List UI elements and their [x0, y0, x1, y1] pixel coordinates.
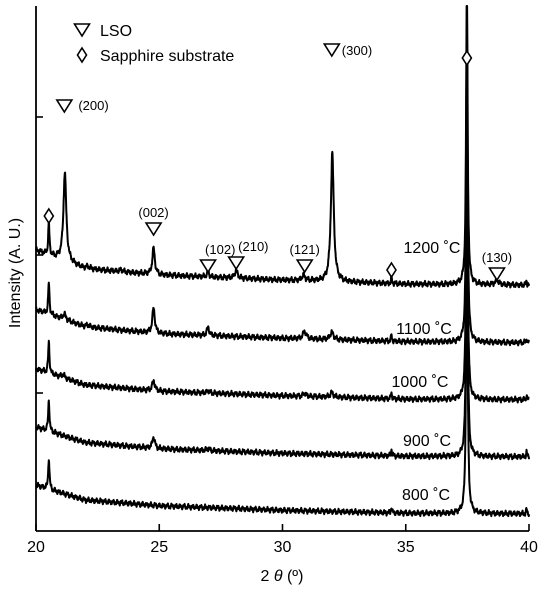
- peak-index-label: (200): [78, 98, 108, 113]
- lso-peak-marker: [55, 99, 74, 114]
- peak-index-label: (002): [138, 205, 168, 220]
- legend-label: Sapphire substrate: [100, 48, 234, 65]
- legend-label: LSO: [100, 23, 132, 40]
- substrate-peak-marker: [386, 261, 397, 279]
- peak-index-label: (121): [290, 242, 320, 257]
- peak-annotations: (200) (002) (102) (210) (121) (300) (130): [43, 43, 512, 282]
- series-line-900c: [35, 144, 530, 461]
- lso-peak-marker: [199, 259, 218, 274]
- x-ticks: 20 25 30 35 40: [27, 524, 538, 556]
- x-tick-label: 35: [397, 539, 415, 556]
- legend: LSO Sapphire substrate: [73, 23, 234, 65]
- peak-index-label: (210): [238, 239, 268, 254]
- series-label: 1100 ˚C: [396, 321, 452, 338]
- y-axis-label: Intensity (A. U.): [7, 218, 24, 328]
- lso-peak-marker: [144, 222, 163, 237]
- series-line-1100c: [35, 26, 530, 347]
- series-label: 900 ˚C: [403, 433, 451, 450]
- peak-index-label: (300): [342, 43, 372, 58]
- substrate-peak-marker: [43, 207, 55, 225]
- substrate-peak-marker: [461, 49, 473, 67]
- lso-peak-marker: [227, 256, 246, 271]
- series-labels: 1200 ˚C 1100 ˚C 1000 ˚C 900 ˚C 800 ˚C: [392, 240, 461, 504]
- x-axis-label: 2 θ (º): [261, 568, 304, 585]
- x-tick-label: 20: [27, 539, 45, 556]
- legend-diamond-icon: [76, 46, 88, 64]
- series-label: 1200 ˚C: [404, 240, 461, 257]
- series-line-1000c: [35, 86, 530, 404]
- x-tick-label: 40: [520, 539, 538, 556]
- y-ticks: [36, 116, 43, 394]
- peak-index-label: (102): [205, 242, 235, 257]
- x-tick-label: 30: [274, 539, 292, 556]
- series-traces: [35, 5, 530, 518]
- series-label: 800 ˚C: [402, 487, 450, 504]
- lso-peak-marker: [322, 43, 341, 58]
- series-line-800c: [35, 197, 530, 518]
- series-label: 1000 ˚C: [392, 374, 449, 391]
- axes: 20 25 30 35 40 2 θ (º) Intensity (A. U.): [7, 6, 538, 585]
- series-line-1200c: [35, 5, 530, 289]
- legend-triangle-icon: [73, 23, 91, 38]
- lso-peak-marker: [488, 267, 506, 282]
- lso-peak-marker: [295, 259, 314, 274]
- x-tick-label: 25: [150, 539, 168, 556]
- peak-index-label: (130): [482, 250, 512, 265]
